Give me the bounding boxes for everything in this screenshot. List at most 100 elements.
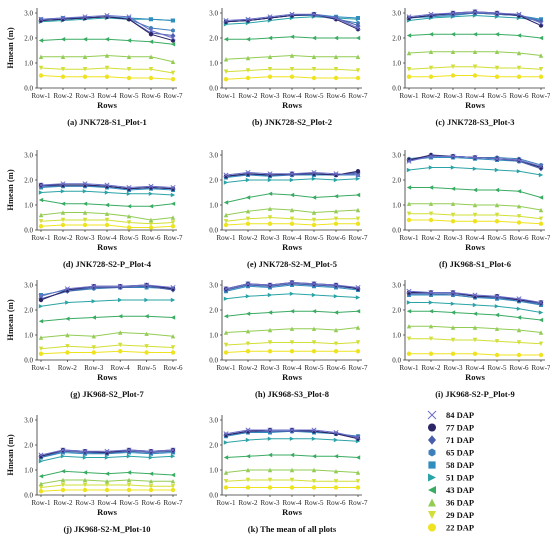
legend-item: 58 DAP	[428, 460, 474, 470]
data-point	[355, 207, 361, 213]
data-point	[245, 221, 251, 226]
series-22-dap	[38, 487, 176, 494]
data-point	[289, 177, 295, 183]
data-point	[148, 67, 154, 72]
data-point	[355, 169, 361, 174]
data-point	[289, 436, 295, 441]
data-point	[428, 49, 434, 54]
data-point	[311, 281, 317, 287]
data-point	[64, 286, 70, 292]
data-point	[170, 192, 176, 198]
data-point	[245, 195, 251, 200]
data-point	[148, 191, 154, 196]
data-point	[516, 65, 522, 71]
data-point	[126, 204, 132, 209]
data-point	[38, 182, 44, 188]
series-line	[40, 344, 174, 350]
data-point	[289, 11, 295, 17]
data-point	[311, 454, 317, 459]
data-point	[267, 327, 273, 333]
series-36-dap	[223, 467, 361, 475]
data-point	[311, 195, 317, 200]
data-point	[223, 37, 229, 42]
data-point	[223, 286, 229, 292]
data-point	[494, 74, 500, 79]
series-84-dap	[38, 181, 176, 191]
data-point	[494, 304, 500, 309]
data-point	[355, 325, 361, 330]
data-point	[104, 471, 110, 476]
data-point	[245, 37, 251, 42]
legend-label: 71 DAP	[446, 435, 474, 445]
data-point	[104, 53, 110, 58]
data-point	[91, 350, 97, 355]
legend-label: 43 DAP	[446, 485, 474, 495]
data-point	[267, 452, 273, 458]
data-point	[38, 489, 44, 494]
data-point	[494, 156, 500, 162]
data-point	[494, 212, 500, 218]
series-84-dap	[38, 447, 176, 458]
x-tick-label: Row-2	[421, 234, 441, 242]
x-tick-label: Row-2	[238, 234, 258, 242]
x-tick-label: Row-7	[163, 92, 183, 100]
data-point	[245, 437, 251, 443]
data-point	[104, 12, 110, 19]
panel-caption: (h) JK968-S3_Plot-8	[255, 389, 329, 399]
y-tick-label: 1.0	[209, 332, 218, 340]
data-point	[538, 216, 544, 221]
data-point	[428, 165, 434, 170]
series-43-dap	[406, 185, 544, 200]
legend-marker	[428, 461, 436, 469]
data-point	[538, 330, 544, 335]
series-51-dap	[406, 165, 544, 178]
data-point	[355, 340, 361, 345]
data-point	[355, 221, 361, 226]
x-tick-label: Row-6	[326, 234, 346, 242]
data-point	[144, 297, 149, 303]
data-point	[38, 319, 44, 324]
data-point	[267, 485, 273, 490]
legend-marker	[428, 448, 436, 457]
data-point	[148, 448, 154, 454]
y-tick-label: 1.0	[209, 467, 218, 475]
data-point	[38, 190, 44, 195]
x-tick-label: Row-3	[75, 234, 95, 242]
data-point	[450, 219, 456, 224]
data-point	[38, 297, 44, 303]
data-point	[355, 192, 361, 198]
data-point	[472, 73, 478, 78]
data-point	[516, 220, 522, 225]
series-43-dap	[223, 191, 361, 205]
data-point	[355, 479, 361, 484]
data-point	[333, 454, 339, 459]
data-point	[333, 327, 339, 333]
data-point	[38, 304, 44, 309]
panel-caption: (d) JNK728-S2-P_Plot-4	[63, 259, 152, 269]
series-29-dap	[38, 217, 176, 226]
data-point	[223, 172, 229, 178]
data-point	[170, 484, 176, 489]
data-point	[516, 327, 522, 333]
data-point	[104, 37, 110, 42]
data-point	[355, 434, 361, 441]
legend-item: 22 DAP	[428, 523, 474, 533]
x-tick-label: Row-4	[282, 364, 302, 372]
data-point	[311, 75, 317, 81]
data-point	[333, 171, 339, 177]
y-tick-label: 3.0	[209, 10, 218, 18]
data-point	[428, 289, 434, 296]
data-point	[267, 171, 273, 177]
series-36-dap	[223, 206, 361, 218]
data-point	[104, 217, 110, 223]
data-point	[223, 180, 229, 185]
y-tick-label: 1.0	[392, 60, 401, 68]
data-point	[406, 288, 412, 294]
series-84-dap	[38, 12, 176, 41]
legend-item: 65 DAP	[428, 448, 474, 458]
data-point	[333, 15, 339, 21]
x-tick-label: Row-6	[509, 234, 529, 242]
data-point	[472, 302, 478, 308]
data-point	[60, 189, 66, 194]
